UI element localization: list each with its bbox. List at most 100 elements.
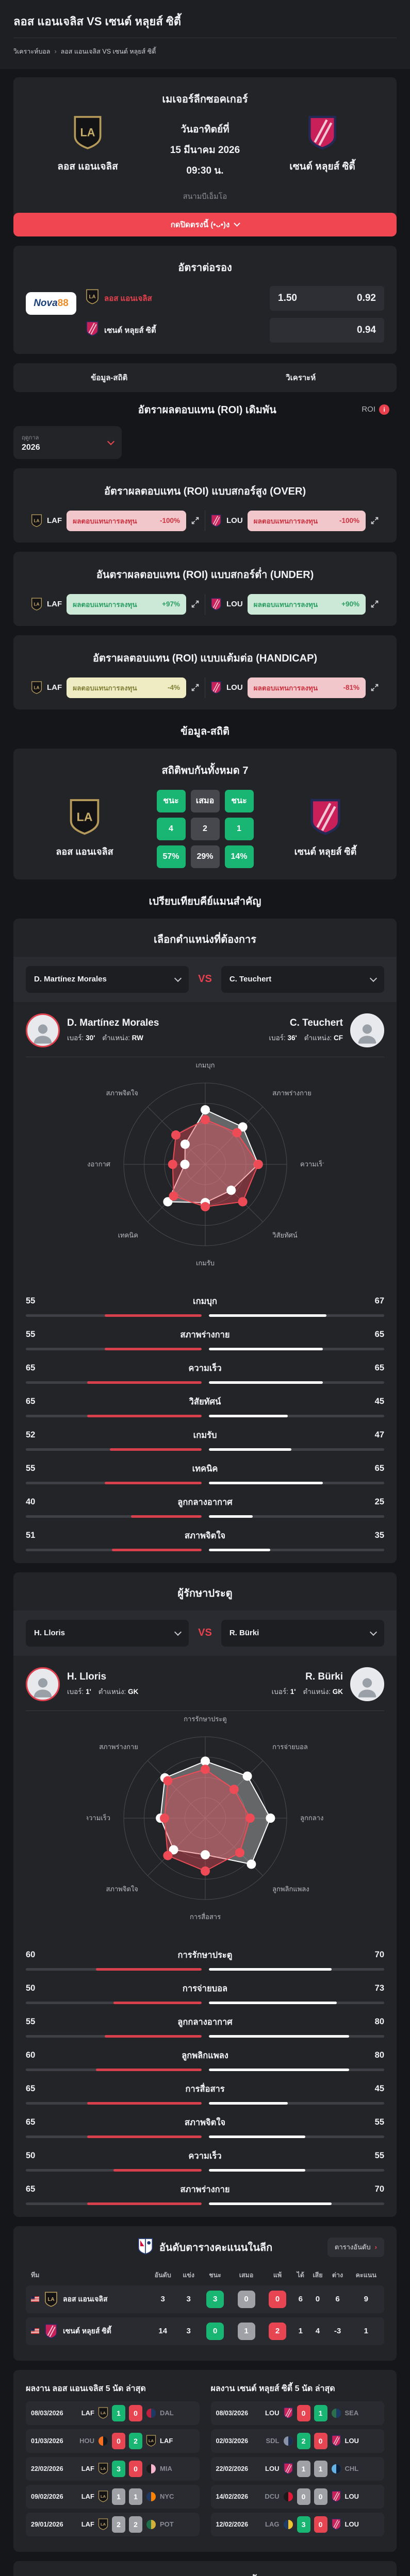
away-player-select[interactable]: C. Teuchert [221, 965, 384, 993]
expand-icon[interactable] [191, 683, 200, 692]
opponent-badge-icon [146, 2408, 156, 2418]
expand-icon[interactable] [191, 516, 200, 525]
stat-home-value: 40 [26, 1497, 36, 1507]
home-score-chip: 1 [112, 2488, 125, 2505]
stat-row: 51 สภาพจิตใจ 35 [26, 1522, 384, 1556]
home-odds-row: LA ลอส แอนเจลิส 1.50 0.92 [86, 285, 384, 311]
away-abbr: CHL [345, 2465, 359, 2473]
roi-team-abbr: LAF [47, 600, 62, 609]
match-day: วันอาทิตย์ที่ [181, 124, 229, 135]
stl-crest-icon [44, 2324, 58, 2339]
stl-crest-icon [283, 2407, 293, 2419]
chevron-right-icon: › [374, 2243, 377, 2251]
stat-row: 40 ลูกกลางอากาศ 25 [26, 1489, 384, 1522]
stat-label: เกมรับ [193, 1430, 217, 1440]
home-player-select[interactable]: D. Martínez Morales [26, 965, 189, 993]
expand-icon[interactable] [370, 516, 379, 525]
away-player-name: C. Teuchert [289, 1017, 343, 1028]
recent-form-card: ผลงาน ลอส แอนเจลิส 5 นัด ล่าสุด 08/03/20… [13, 2369, 397, 2552]
home-stat-bar [26, 1448, 202, 1451]
stl-crest-icon [310, 799, 340, 835]
svg-text:LA: LA [89, 294, 96, 300]
stat-away-value: 45 [374, 1397, 384, 1406]
stat-away-value: 45 [374, 2084, 384, 2094]
away-stat-bar [208, 1448, 384, 1451]
roi-header: อัตราผลตอบแทน (ROI) เดิมพัน ROI i [21, 401, 389, 418]
match-date: 22/02/2026 [216, 2465, 249, 2472]
away-score-chip: 0 [314, 2516, 327, 2533]
away-gk-select[interactable]: R. Bürki [221, 1619, 384, 1647]
svg-text:LA: LA [101, 2522, 106, 2527]
stat-home-value: 65 [26, 2084, 36, 2094]
h2h-result-badge: ชนะ [156, 789, 186, 812]
roi-team-row: LOU ผลตอบแทนการลงทุน -100% [205, 510, 384, 531]
tab-stats[interactable]: ข้อมูล-สถิติ [91, 373, 128, 382]
home-score-chip: 3 [112, 2460, 125, 2477]
chevron-down-icon [234, 220, 241, 227]
home-abbr: DCU [265, 2493, 280, 2501]
away-abbr: POT [160, 2520, 174, 2529]
standings-column-header: เสีย [313, 2271, 323, 2279]
expand-icon[interactable] [370, 683, 379, 692]
gk-stat-list: 60 การรักษาประตู 70 50 การจ่ายบอล 73 55 … [26, 1942, 384, 2210]
match-datetime: วันอาทิตย์ที่ 15 มีนาคม 2026 09:30 น. [150, 115, 260, 181]
roi-pill-label: ผลตอบแทนการลงทุน [253, 600, 318, 608]
away-abbr: LAF [160, 2437, 173, 2445]
roi-team-row: LOU ผลตอบแทนการลงทุน +90% [205, 594, 384, 615]
home-gk-select-value: H. Lloris [34, 1629, 65, 1638]
home-gk-select[interactable]: H. Lloris [26, 1619, 189, 1647]
away-score-chip: 0 [314, 2488, 327, 2505]
expand-icon[interactable] [191, 600, 200, 608]
stat-home-value: 55 [26, 1330, 36, 1340]
close-banner-button[interactable]: กดปิดตรงนี้ (•ᴗ•)ง [13, 212, 397, 236]
match-date: 15 มีนาคม 2026 [170, 144, 240, 156]
stat-label: สภาพจิตใจ [184, 2117, 226, 2127]
standings-table-button[interactable]: ตารางอันดับ › [327, 2237, 384, 2257]
away-stat-bar [208, 2035, 384, 2038]
home-team-name: ลอส แอนเจลิส [57, 161, 118, 172]
bookmaker-logo[interactable]: Nova 88 [26, 292, 76, 315]
home-player-avatar [26, 1013, 60, 1047]
stat-away-value: 70 [374, 2184, 384, 2194]
stat-label: เกมบุก [193, 1296, 217, 1306]
match-header-card: เมเจอร์ลีกซอคเกอร์ LA ลอส แอนเจลิส วันอา… [13, 77, 397, 236]
away-stat-bar [208, 2202, 384, 2205]
tab-analysis[interactable]: วิเคราะห์ [286, 373, 316, 382]
h2h-result-badge: 29% [190, 845, 220, 868]
expand-icon[interactable] [370, 600, 379, 608]
season-select[interactable]: ฤดูกาล 2026 [13, 426, 122, 459]
roi-value-pill: ผลตอบแทนการลงทุน +97% [67, 594, 186, 615]
svg-text:สภาพร่างกาย: สภาพร่างกาย [99, 1743, 138, 1751]
home-abbr: LAF [81, 2409, 94, 2417]
roi-team-abbr: LAF [47, 683, 62, 692]
home-team: LA ลอส แอนเจลิส [26, 115, 150, 174]
us-flag-icon [31, 2328, 39, 2334]
roi-pill-label: ผลตอบแทนการลงทุน [73, 684, 137, 692]
stat-away-value: 73 [374, 1984, 384, 1993]
svg-text:เทคนิค: เทคนิค [118, 1231, 138, 1239]
away-abbr: LOU [345, 2520, 359, 2529]
away-score-chip: 0 [129, 2460, 142, 2477]
roi-section-card: อัตราผลตอบแทน (ROI) แบบสกอร์สูง (OVER) L… [13, 468, 397, 543]
home-abbr: LOU [265, 2465, 280, 2473]
home-odds-value: 0.92 [357, 292, 376, 303]
home-stat-bar [26, 1968, 202, 1971]
home-player-select-value: D. Martínez Morales [34, 975, 107, 984]
opponent-badge-icon [283, 2436, 293, 2446]
away-stat-bar [208, 1314, 384, 1317]
home-recent-column: ผลงาน ลอส แอนเจลิส 5 นัด ล่าสุด 08/03/20… [26, 2381, 200, 2540]
roi-section-title: อัตราผลตอบแทน (ROI) แบบสกอร์สูง (OVER) [104, 485, 306, 497]
roi-info-icon[interactable]: i [379, 404, 389, 415]
away-team-crest-icon [307, 115, 337, 152]
home-stat-bar [26, 2035, 202, 2038]
chevron-down-icon [369, 1628, 378, 1636]
h2h-title: สถิติพบกันทั้งหมด 7 [161, 765, 249, 776]
stat-home-value: 50 [26, 1984, 36, 1993]
svg-text:การสื่อสาร: การสื่อสาร [189, 1912, 220, 1921]
lafc-crest-icon: LA [98, 2490, 108, 2502]
roi-team-abbr: LOU [226, 516, 243, 526]
breadcrumb-root[interactable]: วิเคราะห์บอล [13, 48, 51, 55]
away-recent-column: ผลงาน เซนต์ หลุยส์ ซิตี้ 5 นัด ล่าสุด 08… [210, 2381, 384, 2540]
losses-chip: 2 [269, 2322, 286, 2340]
away-abbr: LOU [345, 2493, 359, 2501]
